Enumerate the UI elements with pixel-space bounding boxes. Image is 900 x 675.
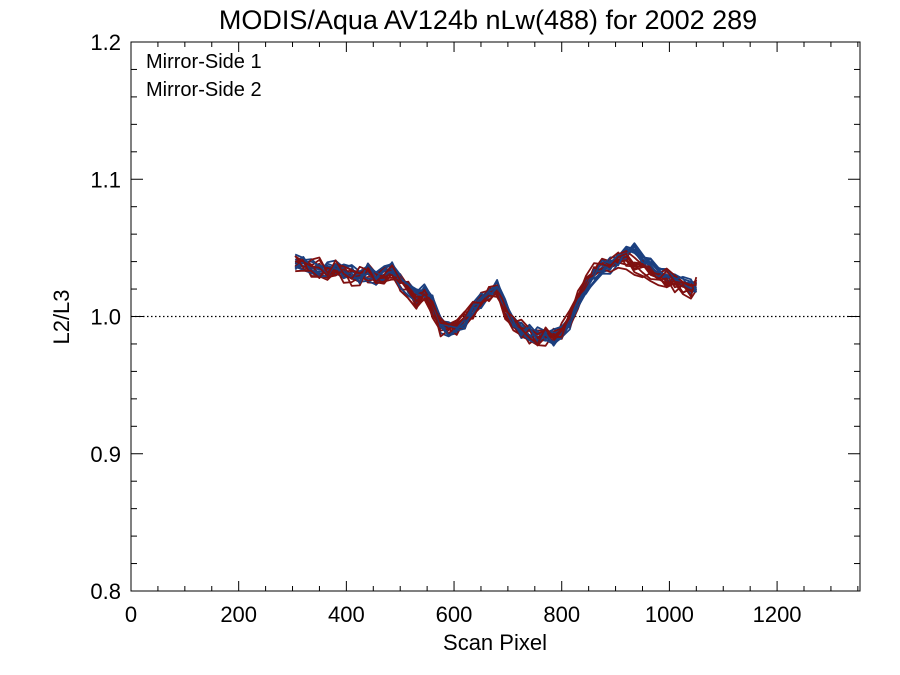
x-tick-label: 1000 — [645, 602, 694, 627]
series-lines — [294, 242, 698, 347]
tick-marks — [130, 41, 860, 592]
legend-entry-mirror-side-2: Mirror-Side 2 — [146, 79, 262, 101]
series-line-mirror-side-1 — [294, 243, 698, 345]
x-tick-label: 0 — [125, 602, 137, 627]
y-tick-label: 0.8 — [90, 579, 121, 604]
x-tick-label: 800 — [543, 602, 580, 627]
y-tick-label: 1.0 — [90, 305, 121, 330]
series-line-mirror-side-2 — [294, 250, 697, 341]
legend-entry-mirror-side-1: Mirror-Side 1 — [146, 51, 262, 73]
y-axis-label: L2/L3 — [49, 289, 74, 344]
legend: Mirror-Side 1 Mirror-Side 2 — [146, 51, 262, 101]
y-tick-label: 0.9 — [90, 442, 121, 467]
y-tick-label: 1.2 — [90, 30, 121, 55]
x-tick-label: 200 — [220, 602, 257, 627]
y-tick-labels: 0.8 0.9 1.0 1.1 1.2 — [90, 30, 121, 604]
y-tick-label: 1.1 — [90, 167, 121, 192]
x-tick-label: 600 — [436, 602, 473, 627]
series-line-mirror-side-2 — [294, 252, 697, 346]
x-tick-label: 1200 — [753, 602, 802, 627]
x-tick-label: 400 — [328, 602, 365, 627]
x-axis-label: Scan Pixel — [443, 630, 547, 655]
x-tick-labels: 0 200 400 600 800 1000 1200 — [125, 602, 802, 627]
chart-title: MODIS/Aqua AV124b nLw(488) for 2002 289 — [219, 5, 757, 35]
